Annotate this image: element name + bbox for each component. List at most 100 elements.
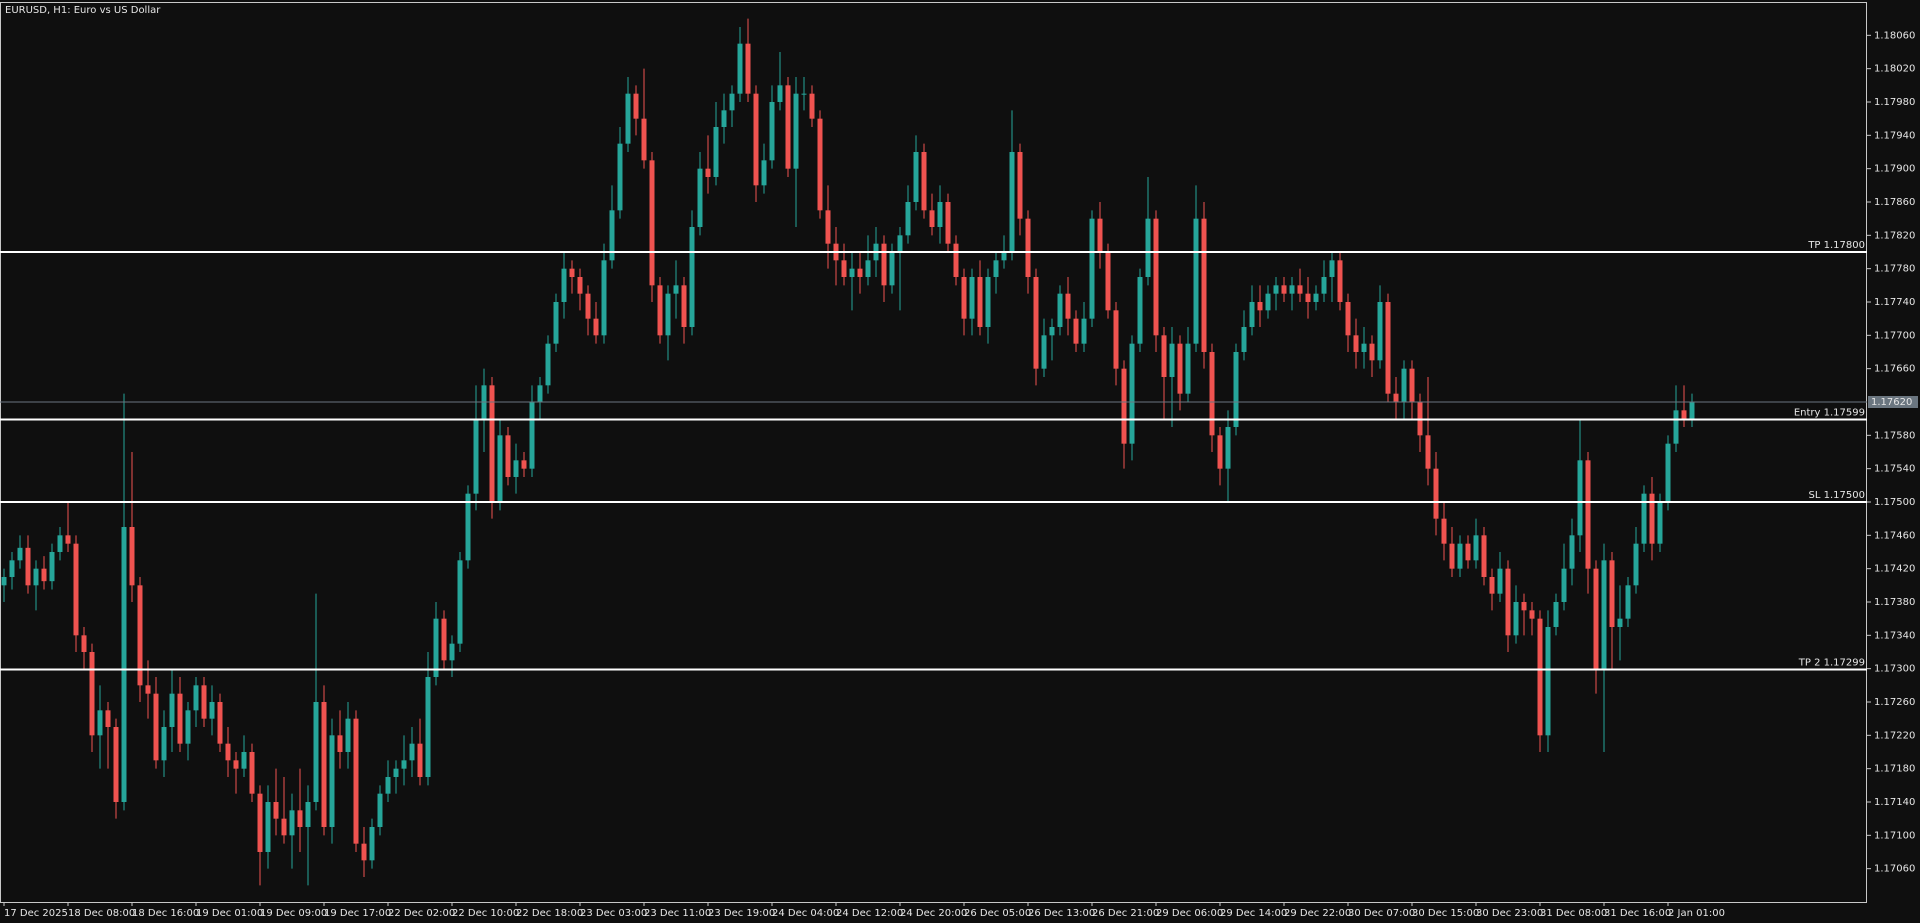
candle-body: [1129, 343, 1135, 444]
candle-body: [49, 552, 55, 582]
candle-body: [857, 268, 863, 277]
candle-body: [1425, 435, 1431, 469]
candle-body: [1481, 535, 1487, 577]
candle-body: [265, 802, 271, 852]
x-tick-label: 24 Dec 04:00: [772, 908, 839, 919]
y-tick-label: 1.17460: [1874, 530, 1915, 541]
candle-body: [1457, 543, 1463, 569]
candle-body: [1217, 435, 1223, 469]
candle-body: [1073, 318, 1079, 344]
candle-body: [641, 118, 647, 161]
candle-body: [1249, 302, 1255, 327]
candle-body: [249, 752, 255, 794]
candle-body: [1617, 618, 1623, 627]
candle-body: [1225, 427, 1231, 469]
candle-body: [89, 652, 95, 736]
candle-body: [465, 493, 471, 561]
x-tick-label: 31 Dec 08:00: [1540, 908, 1607, 919]
candle-body: [633, 93, 639, 119]
candle-body: [969, 277, 975, 319]
candle-body: [697, 168, 703, 227]
candle-body: [1593, 568, 1599, 669]
candle-body: [1665, 443, 1671, 502]
candle-body: [817, 118, 823, 211]
candle-body: [1161, 335, 1167, 377]
candle-body: [737, 43, 743, 94]
y-tick-label: 1.18020: [1874, 64, 1915, 75]
candle-body: [161, 727, 167, 761]
candle-body: [337, 735, 343, 752]
x-tick-label: 26 Dec 21:00: [1092, 908, 1159, 919]
candle-body: [225, 743, 231, 761]
candle-body: [1137, 277, 1143, 344]
candle-body: [449, 643, 455, 661]
candle-body: [33, 568, 39, 586]
x-tick-label: 2 Jan 01:00: [1668, 908, 1725, 919]
candle-body: [601, 260, 607, 336]
candle-body: [473, 418, 479, 494]
candle-body: [1041, 335, 1047, 369]
candle-body: [553, 302, 559, 344]
candle-body: [905, 202, 911, 236]
y-tick-label: 1.17580: [1874, 430, 1915, 441]
candle-body: [1529, 610, 1535, 619]
x-tick-label: 19 Dec 17:00: [324, 908, 391, 919]
candle-body: [769, 102, 775, 161]
candle-body: [1121, 368, 1127, 444]
candle-body: [1369, 343, 1375, 361]
candle-body: [1345, 302, 1351, 336]
x-tick-label: 22 Dec 02:00: [388, 908, 455, 919]
candle-body: [25, 547, 31, 586]
y-tick-label: 1.17700: [1874, 330, 1915, 341]
candle-body: [1385, 302, 1391, 394]
candle-body: [1657, 502, 1663, 544]
candle-body: [193, 685, 199, 711]
candle-body: [1145, 218, 1151, 277]
candle-body: [1361, 343, 1367, 352]
y-tick-label: 1.18060: [1874, 30, 1915, 41]
x-tick-label: 22 Dec 10:00: [452, 908, 519, 919]
candle-body: [1561, 568, 1567, 602]
candle-body: [993, 260, 999, 277]
candle-body: [545, 343, 551, 386]
candle-body: [1401, 368, 1407, 402]
candle-body: [1257, 302, 1263, 311]
candle-body: [209, 702, 215, 719]
candle-body: [17, 547, 23, 561]
candle-body: [1585, 460, 1591, 569]
x-tick-label: 17 Dec 2025: [4, 908, 68, 919]
candle-body: [1681, 410, 1687, 419]
chart-title: EURUSD, H1: Euro vs US Dollar: [5, 5, 161, 16]
candle-body: [1321, 277, 1327, 294]
candle-body: [1433, 468, 1439, 519]
level-label: Entry 1.17599: [1794, 408, 1865, 419]
x-tick-label: 30 Dec 15:00: [1412, 908, 1479, 919]
candle-body: [1049, 327, 1055, 336]
candle-body: [521, 460, 527, 469]
candle-body: [105, 710, 111, 727]
candle-body: [505, 435, 511, 477]
candle-body: [537, 385, 543, 402]
x-tick-label: 29 Dec 22:00: [1284, 908, 1351, 919]
level-label: SL 1.17500: [1809, 490, 1865, 501]
candle-body: [1513, 602, 1519, 636]
candle-body: [801, 93, 807, 95]
candle-body: [721, 110, 727, 127]
y-tick-label: 1.17980: [1874, 97, 1915, 108]
candle-body: [657, 285, 663, 336]
candle-body: [369, 827, 375, 861]
plot-frame: [0, 2, 1867, 903]
level-label: TP 1.17800: [1807, 240, 1865, 251]
candle-body: [753, 93, 759, 186]
candle-body: [353, 718, 359, 844]
candle-body: [673, 285, 679, 294]
candle-body: [1033, 277, 1039, 369]
candle-body: [361, 843, 367, 861]
candle-body: [217, 702, 223, 744]
candle-body: [433, 618, 439, 677]
x-tick-label: 18 Dec 16:00: [132, 908, 199, 919]
candle-body: [1489, 577, 1495, 594]
x-tick-label: 22 Dec 18:00: [516, 908, 583, 919]
candle-body: [321, 702, 327, 827]
